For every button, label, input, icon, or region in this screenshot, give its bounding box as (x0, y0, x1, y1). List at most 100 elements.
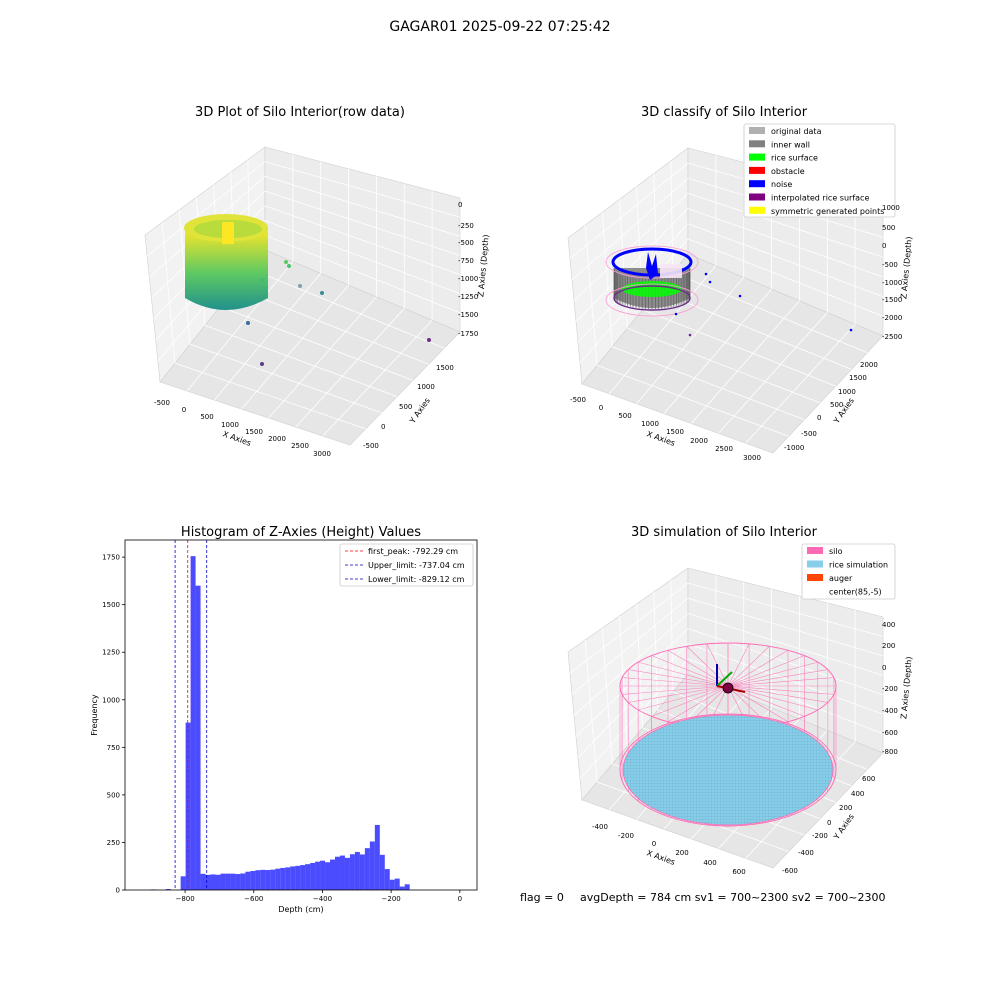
histogram-y-label: Frequency (90, 694, 99, 736)
panel-simulation-3d: 3D simulation of Silo Interior (567, 525, 914, 876)
histogram-bar (300, 865, 306, 890)
grid-line (672, 272, 868, 354)
raw3d-y-ticks: -500 0 500 1000 1500 (363, 364, 454, 450)
classify3d-legend: original data inner wall rice surface obsta… (743, 123, 896, 218)
classify3d-y-tick: 1500 (849, 374, 867, 382)
raw3d-x-ticks: -500 0 500 1000 1500 2000 2500 3000 (154, 399, 331, 458)
sim3d-z-tick: -800 (882, 748, 898, 756)
sim3d-y-tick: 0 (827, 819, 831, 827)
raw3d-z-tick: -1750 (458, 330, 478, 338)
sim3d-legend-swatch (807, 547, 823, 554)
sim3d-silo-roof-line (638, 661, 729, 687)
grid-line (249, 268, 445, 349)
sim3d-silo-roof-line (727, 649, 789, 687)
grid-line (264, 190, 461, 256)
grid-line (204, 325, 398, 397)
footer-stats: avgDepth = 784 cm sv1 = 700~2300 sv2 = 7… (580, 891, 886, 904)
histogram-bar (349, 854, 355, 890)
histogram-bar (190, 556, 196, 890)
histogram-y-tick: 1250 (102, 649, 120, 657)
figure-suptitle: GAGAR01 2025-09-22 07:25:42 (389, 19, 610, 35)
classify3d-legend-label: obstacle (771, 167, 805, 176)
histogram-bar (320, 860, 326, 890)
sim3d-x-ticks: -400 -200 0 200 400 600 (592, 823, 746, 876)
grid-line (718, 312, 828, 434)
panel-classify-3d: 3D classify of Silo Interior (567, 105, 914, 462)
grid-line (295, 308, 405, 428)
histogram-y-tick: 1750 (102, 554, 120, 562)
raw3d-outlier-point (260, 362, 264, 366)
histogram-bar (265, 870, 271, 890)
sim3d-title: 3D simulation of Silo Interior (631, 525, 818, 540)
grid-line (573, 613, 689, 716)
grid-line (584, 639, 598, 783)
sim3d-z-tick: -400 (882, 707, 898, 715)
classify3d-x-tick: 1000 (641, 420, 659, 428)
grid-line (584, 225, 598, 366)
classify3d-title: 3D classify of Silo Interior (641, 105, 808, 120)
grid-line (571, 597, 689, 695)
grid-line (178, 209, 191, 345)
classify3d-data-cloud (605, 245, 853, 337)
grid-line (569, 582, 689, 674)
grid-line (575, 208, 689, 322)
grid-line (579, 658, 689, 780)
histogram-bar (344, 857, 350, 890)
raw3d-z-tick: -1250 (458, 293, 478, 301)
classify3d-legend-swatch (749, 166, 765, 174)
grid-line (146, 161, 266, 257)
classify3d-x-tick: 0 (599, 404, 603, 412)
raw3d-z-label: Z Axies (Depth) (476, 234, 490, 297)
histogram-bar (330, 859, 335, 890)
histogram-bar (295, 865, 301, 890)
histogram-bar (354, 851, 360, 890)
histogram-bar (280, 867, 286, 890)
sim3d-silo-roof-line (628, 669, 729, 687)
histogram-bar (215, 874, 221, 890)
histogram-bar (205, 874, 211, 890)
histogram-y-tick: 750 (107, 744, 120, 752)
raw3d-z-tick: -750 (458, 257, 474, 265)
classify3d-rice-surface (622, 281, 682, 297)
histogram-x-tick: −400 (313, 895, 332, 903)
classify3d-legend-swatch (749, 206, 765, 214)
classify3d-y-ticks: -1000 -500 0 500 1000 1500 2000 (784, 361, 878, 452)
classify3d-y-tick: 500 (830, 401, 843, 409)
sim3d-z-tick: -200 (882, 685, 898, 693)
sim3d-silo-roof-line (622, 685, 729, 695)
classify3d-y-tick: -500 (801, 430, 817, 438)
classify3d-x-tick: 500 (618, 412, 631, 420)
raw3d-cylinder-body (185, 228, 268, 310)
sim3d-silo-roof-line (727, 661, 818, 687)
sim3d-y-tick: -400 (798, 849, 814, 857)
histogram-bar (315, 861, 321, 890)
classify3d-pink-ring (605, 283, 699, 317)
classify3d-outlier-point (674, 312, 678, 316)
classify3d-legend-swatch (749, 140, 765, 148)
histogram-title: Histogram of Z-Axies (Height) Values (181, 525, 421, 540)
histogram-bar (245, 871, 251, 890)
histogram-bar (404, 884, 410, 890)
sim3d-y-tick: -600 (782, 867, 798, 875)
grid-line (575, 628, 689, 737)
raw3d-bright-patch (222, 222, 234, 244)
histogram-bar (399, 886, 405, 890)
grid-line (687, 643, 884, 715)
histogram-bar (165, 889, 171, 890)
sim3d-y-ticks: -600 -400 -200 0 200 400 600 (782, 775, 875, 875)
raw3d-x-tick: 1500 (245, 428, 263, 436)
raw3d-x-tick: 2500 (291, 442, 309, 450)
sim3d-legend-box (801, 543, 896, 600)
grid-line (642, 309, 837, 387)
histogram-bar (250, 870, 256, 890)
sim3d-silo-roof-line (727, 643, 750, 687)
histogram-bar (180, 876, 186, 890)
grid-line (687, 238, 884, 317)
sim3d-x-tick: 400 (703, 859, 716, 867)
grid-line (268, 296, 377, 419)
sim3d-y-tick: 200 (839, 804, 852, 812)
sim3d-auger (716, 664, 746, 694)
sim3d-x-tick: 200 (675, 849, 688, 857)
histogram-y-tick: 0 (116, 887, 120, 895)
histogram-y-tick: 250 (107, 839, 120, 847)
